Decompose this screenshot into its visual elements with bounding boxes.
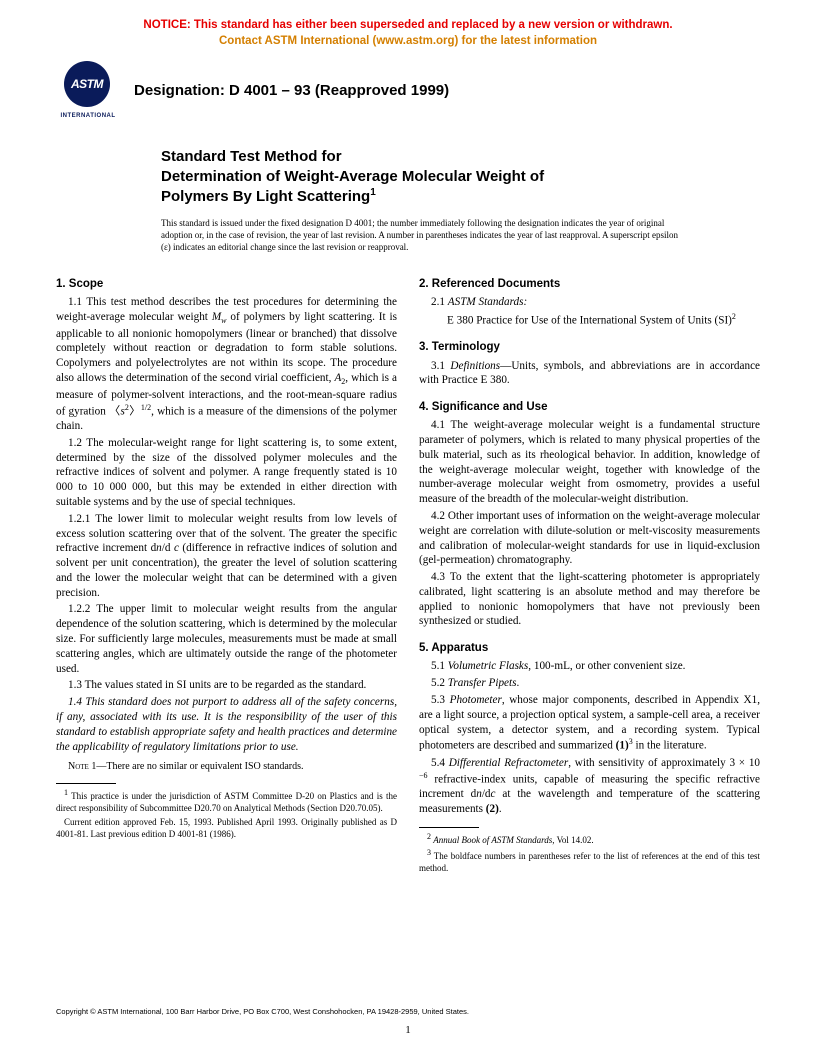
logo-circle: ASTM — [64, 61, 110, 107]
footnotes-left: 1 This practice is under the jurisdictio… — [56, 788, 397, 840]
terminology-heading: 3. Terminology — [419, 340, 760, 355]
logo-text: ASTM — [71, 77, 103, 91]
header-row: ASTM INTERNATIONAL Designation: D 4001 –… — [56, 61, 760, 119]
title-footnote-ref: 1 — [370, 187, 376, 198]
right-column: 2. Referenced Documents 2.1 ASTM Standar… — [419, 277, 760, 877]
sig-4-2: 4.2 Other important uses of information … — [419, 509, 760, 568]
notice-banner: NOTICE: This standard has either been su… — [56, 18, 760, 49]
footnote-rule-right — [419, 827, 479, 828]
scope-1-2: 1.2 The molecular-weight range for light… — [56, 436, 397, 510]
scope-1-4: 1.4 This standard does not purport to ad… — [56, 695, 397, 754]
significance-heading: 4. Significance and Use — [419, 400, 760, 415]
logo-subtext: INTERNATIONAL — [56, 113, 120, 119]
title-block: Standard Test Method for Determination o… — [161, 147, 720, 207]
app-5-1: 5.1 Volumetric Flasks, 100-mL, or other … — [419, 659, 760, 674]
scope-1-3: 1.3 The values stated in SI units are to… — [56, 678, 397, 693]
apparatus-heading: 5. Apparatus — [419, 641, 760, 656]
notice-line1: NOTICE: This standard has either been su… — [143, 19, 672, 31]
refdocs-2-1: 2.1 ASTM Standards: — [419, 295, 760, 310]
footnote-rule-left — [56, 783, 116, 784]
notice-line2: Contact ASTM International (www.astm.org… — [219, 35, 597, 47]
copyright-line: Copyright © ASTM International, 100 Barr… — [56, 1007, 469, 1016]
astm-logo: ASTM INTERNATIONAL — [56, 61, 120, 119]
document-title: Standard Test Method for Determination o… — [161, 147, 720, 207]
title-line2: Determination of Weight-Average Molecula… — [161, 168, 544, 185]
terminology-3-1: 3.1 Definitions—Units, symbols, and abbr… — [419, 359, 760, 389]
app-5-2: 5.2 Transfer Pipets. — [419, 676, 760, 691]
sig-4-1: 4.1 The weight-average molecular weight … — [419, 418, 760, 507]
sig-4-3: 4.3 To the extent that the light-scatter… — [419, 570, 760, 629]
scope-1-2-2: 1.2.2 The upper limit to molecular weigh… — [56, 602, 397, 676]
scope-1-2-1: 1.2.1 The lower limit to molecular weigh… — [56, 512, 397, 601]
footnote-1: 1 This practice is under the jurisdictio… — [56, 788, 397, 814]
title-line1: Standard Test Method for — [161, 148, 342, 165]
issued-under-note: This standard is issued under the fixed … — [161, 217, 690, 253]
footnote-2: 2 Annual Book of ASTM Standards, Vol 14.… — [419, 832, 760, 847]
title-line3: Polymers By Light Scattering — [161, 188, 370, 205]
two-column-body: 1. Scope 1.1 This test method describes … — [56, 277, 760, 877]
designation-text: Designation: D 4001 – 93 (Reapproved 199… — [134, 82, 449, 99]
app-5-3: 5.3 Photometer, whose major components, … — [419, 693, 760, 754]
scope-1-1: 1.1 This test method describes the test … — [56, 295, 397, 434]
page-number: 1 — [0, 1024, 816, 1036]
scope-heading: 1. Scope — [56, 277, 397, 292]
footnote-3: 3 The boldface numbers in parentheses re… — [419, 848, 760, 874]
refdocs-e380: E 380 Practice for Use of the Internatio… — [419, 312, 760, 329]
left-column: 1. Scope 1.1 This test method describes … — [56, 277, 397, 877]
footnotes-right: 2 Annual Book of ASTM Standards, Vol 14.… — [419, 832, 760, 875]
app-5-4: 5.4 Differential Refractometer, with sen… — [419, 756, 760, 817]
refdocs-heading: 2. Referenced Documents — [419, 277, 760, 292]
note-1: Note 1—There are no similar or equivalen… — [56, 760, 397, 773]
footnote-1b: Current edition approved Feb. 15, 1993. … — [56, 817, 397, 840]
